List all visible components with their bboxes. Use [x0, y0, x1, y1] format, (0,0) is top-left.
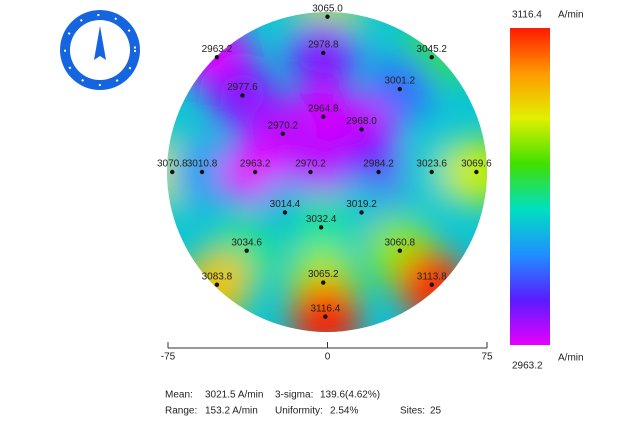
site-label: 2964.8 [308, 103, 339, 114]
heat-blobs [167, 12, 487, 332]
site-label: 3032.4 [306, 214, 337, 225]
site-label: 3014.4 [270, 199, 301, 210]
site-label: 3083.8 [202, 271, 233, 282]
stat-value: 2.54% [330, 406, 358, 417]
compass-icon [60, 10, 140, 90]
color-bar [510, 28, 550, 345]
stat-value: 153.2 A/min [205, 406, 258, 417]
site-point [282, 210, 288, 215]
cbar-min-unit: A/min [558, 353, 584, 364]
stat-value: 3021.5 A/min [205, 390, 263, 401]
site-label: 2977.6 [227, 82, 258, 93]
site-point [325, 14, 330, 19]
site-label: 2963.2 [240, 159, 271, 170]
site-point [214, 282, 220, 287]
site-label: 2978.8 [308, 40, 339, 51]
site-point [244, 248, 249, 253]
site-label: 2968.0 [346, 116, 377, 127]
stat-label: Range: [165, 406, 197, 417]
site-point [376, 169, 381, 175]
site-label: 3065.0 [312, 3, 343, 14]
site-point [397, 248, 403, 253]
cbar-max-unit: A/min [558, 10, 584, 21]
site-label: 3010.8 [187, 159, 218, 170]
site-label: 3001.2 [385, 76, 416, 87]
x-tick-label: 75 [481, 352, 493, 363]
site-point [318, 225, 324, 230]
stat-value: 25 [430, 406, 442, 417]
site-label: 2970.2 [295, 159, 326, 170]
cbar-max: 3116.4 [512, 10, 542, 21]
site-point [359, 127, 364, 132]
site-point [429, 54, 434, 60]
site-label: 3069.6 [461, 159, 492, 170]
site-point [321, 280, 326, 285]
site-point [214, 54, 220, 60]
site-label: 2963.2 [202, 44, 233, 55]
site-point [359, 210, 364, 215]
x-tick-label: 0 [325, 352, 331, 363]
site-label: 2984.2 [363, 159, 394, 170]
stat-label: 3-sigma: [275, 390, 313, 401]
site-point [397, 86, 403, 92]
site-point [170, 169, 175, 175]
stat-value: 139.6(4.62%) [320, 390, 380, 401]
site-label: 3023.6 [416, 159, 447, 170]
x-tick-label: -75 [161, 352, 176, 363]
site-label: 3045.2 [416, 44, 447, 55]
site-label: 3065.2 [308, 269, 339, 280]
site-label: 3113.8 [417, 271, 447, 282]
site-label: 3116.4 [310, 303, 340, 314]
site-point [323, 314, 328, 319]
site-label: 2970.2 [268, 120, 299, 131]
site-label: 3019.2 [346, 199, 377, 210]
site-label: 3034.6 [231, 237, 262, 248]
site-point [308, 169, 313, 175]
site-point [252, 169, 258, 175]
site-label: 3060.8 [385, 237, 416, 248]
site-point [321, 50, 326, 56]
site-point [199, 169, 205, 175]
site-point [280, 131, 286, 136]
site-point [474, 169, 479, 175]
site-point [429, 169, 434, 175]
site-point [429, 282, 434, 287]
stat-label: Mean: [165, 390, 193, 401]
site-point [240, 93, 245, 98]
cbar-min: 2963.2 [512, 361, 543, 372]
stat-label: Sites: [400, 406, 425, 417]
stat-label: Uniformity: [275, 406, 323, 417]
site-point [321, 114, 326, 119]
site-label: 3070.8 [157, 159, 188, 170]
